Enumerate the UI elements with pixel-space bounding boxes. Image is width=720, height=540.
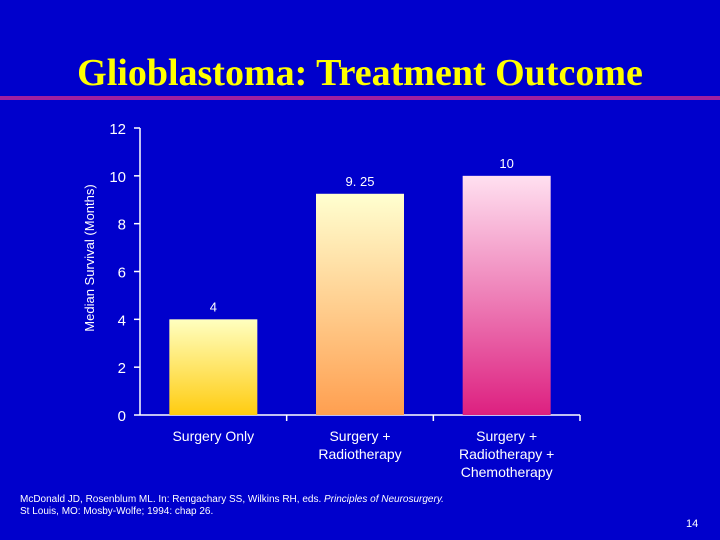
category-label: Radiotherapy — [318, 446, 401, 462]
bar — [169, 319, 258, 415]
y-tick-label: 8 — [118, 217, 126, 234]
y-tick-label: 0 — [118, 408, 126, 425]
bar — [316, 193, 404, 415]
y-tick-label: 12 — [109, 121, 126, 138]
y-tick-label: 4 — [118, 312, 126, 329]
y-tick-label: 10 — [109, 169, 126, 186]
citation-footnote: McDonald JD, Rosenblum ML. In: Rengachar… — [20, 494, 620, 518]
y-tick-label: 6 — [118, 265, 126, 282]
citation-authors: McDonald JD, Rosenblum ML. In: Rengachar… — [20, 494, 324, 505]
page-number: 14 — [686, 518, 699, 530]
bar — [462, 175, 551, 415]
citation-publisher: St Louis, MO: Mosby-Wolfe; 1994: chap 26… — [20, 506, 214, 517]
data-label: 10 — [499, 156, 513, 171]
slide-title: Glioblastoma: Treatment Outcome — [77, 52, 643, 94]
data-label: 4 — [210, 299, 217, 314]
category-label: Surgery + — [329, 428, 390, 444]
category-label: Chemotherapy — [461, 464, 553, 480]
y-tick-label: 2 — [118, 360, 126, 377]
category-label: Surgery Only — [172, 428, 254, 444]
citation-book-title: Principles of Neurosurgery. — [324, 494, 444, 505]
y-axis-label: Median Survival (Months) — [82, 184, 97, 331]
category-label: Surgery + — [476, 428, 537, 444]
category-label: Radiotherapy + — [459, 446, 554, 462]
title-underline — [0, 96, 720, 100]
data-label: 9. 25 — [346, 174, 375, 189]
